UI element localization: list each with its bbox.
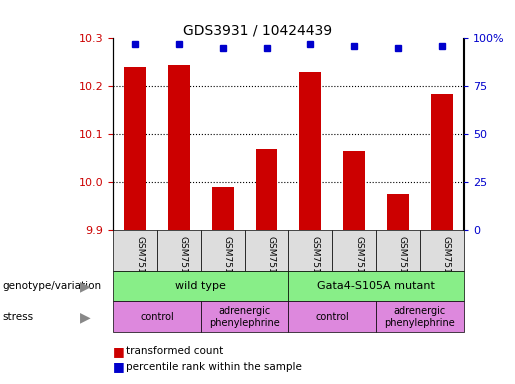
FancyBboxPatch shape (376, 301, 464, 332)
Text: stress: stress (3, 312, 33, 322)
FancyBboxPatch shape (288, 271, 464, 301)
FancyBboxPatch shape (113, 230, 157, 271)
Text: GSM751514: GSM751514 (398, 237, 407, 291)
Text: adrenergic
phenylephrine: adrenergic phenylephrine (209, 306, 280, 328)
Text: GDS3931 / 10424439: GDS3931 / 10424439 (183, 23, 332, 37)
Bar (212, 187, 234, 230)
Bar (168, 65, 190, 230)
Text: GSM751512: GSM751512 (310, 237, 319, 291)
FancyBboxPatch shape (288, 230, 332, 271)
FancyBboxPatch shape (113, 301, 201, 332)
Text: ▶: ▶ (79, 279, 90, 293)
FancyBboxPatch shape (332, 230, 376, 271)
FancyBboxPatch shape (157, 230, 201, 271)
FancyBboxPatch shape (420, 230, 464, 271)
Text: ▶: ▶ (79, 310, 90, 324)
Text: ■: ■ (113, 345, 125, 358)
Bar (255, 149, 278, 230)
Text: control: control (315, 312, 349, 322)
Bar (124, 67, 146, 230)
Text: GSM751515: GSM751515 (442, 237, 451, 291)
FancyBboxPatch shape (245, 230, 288, 271)
Text: ■: ■ (113, 360, 125, 373)
FancyBboxPatch shape (201, 230, 245, 271)
Text: GSM751509: GSM751509 (179, 237, 188, 291)
Text: control: control (140, 312, 174, 322)
Text: GSM751508: GSM751508 (135, 237, 144, 291)
Text: GSM751511: GSM751511 (267, 237, 276, 291)
Text: transformed count: transformed count (126, 346, 224, 356)
Bar (387, 194, 409, 230)
Bar (343, 151, 365, 230)
FancyBboxPatch shape (288, 301, 376, 332)
Text: GSM751510: GSM751510 (222, 237, 232, 291)
FancyBboxPatch shape (376, 230, 420, 271)
Text: percentile rank within the sample: percentile rank within the sample (126, 362, 302, 372)
Text: genotype/variation: genotype/variation (3, 281, 101, 291)
Text: Gata4-S105A mutant: Gata4-S105A mutant (317, 281, 435, 291)
Text: wild type: wild type (176, 281, 226, 291)
FancyBboxPatch shape (113, 271, 288, 301)
Bar (299, 72, 321, 230)
Text: adrenergic
phenylephrine: adrenergic phenylephrine (384, 306, 455, 328)
FancyBboxPatch shape (201, 301, 288, 332)
Bar (431, 94, 453, 230)
Text: GSM751513: GSM751513 (354, 237, 363, 291)
